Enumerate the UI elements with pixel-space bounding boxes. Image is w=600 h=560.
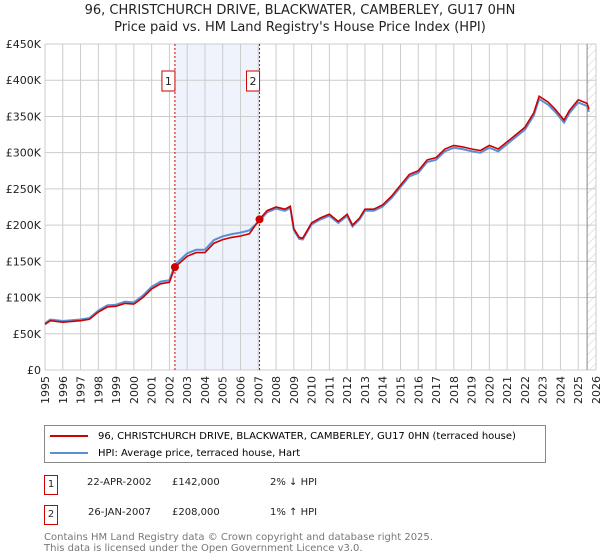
x-tick-label: 2001: [146, 376, 159, 404]
transaction-row: 2 26-JAN-2007 £208,000 1% ↑ HPI: [44, 505, 544, 525]
x-tick-label: 2021: [501, 376, 514, 404]
chart-subtitle: Price paid vs. HM Land Registry's House …: [114, 20, 486, 35]
y-tick-label: £200K: [6, 219, 42, 232]
x-tick-label: 2018: [448, 376, 461, 404]
x-tick-label: 1998: [92, 376, 105, 404]
sale-marker-box: [246, 70, 261, 92]
transaction-price: £142,000: [172, 477, 220, 488]
transaction-marker-badge: 1: [44, 475, 58, 495]
x-tick-label: 2020: [483, 376, 496, 404]
footer: Contains HM Land Registry data © Crown c…: [44, 532, 433, 554]
x-tick-label: 2007: [252, 376, 265, 404]
y-tick-label: £400K: [6, 74, 42, 87]
x-tick-label: 2015: [394, 376, 407, 404]
transaction-date: 26-JAN-2007: [88, 507, 152, 518]
transaction-hpi-diff: 2% ↓ HPI: [270, 477, 318, 488]
legend-swatch-hpi: [50, 452, 88, 454]
x-tick-label: 2017: [430, 376, 443, 404]
x-tick-label: 2024: [554, 376, 567, 404]
legend-item-hpi: HPI: Average price, terraced house, Hart: [45, 445, 300, 461]
sale-marker-box: [161, 70, 176, 92]
forecast-hatch: [587, 44, 596, 370]
y-tick-label: £350K: [6, 110, 42, 123]
sale-marker-number: 1: [165, 75, 172, 88]
x-tick-label: 2010: [306, 376, 319, 404]
x-tick-label: 1995: [39, 376, 52, 404]
y-tick-label: £450K: [6, 38, 42, 51]
x-tick-label: 2019: [466, 376, 479, 404]
transaction-marker-badge: 2: [44, 505, 58, 525]
y-tick-label: £250K: [6, 183, 42, 196]
x-tick-label: 2002: [163, 376, 176, 404]
x-tick-label: 2000: [128, 376, 141, 404]
transaction-price: £208,000: [172, 507, 220, 518]
chart-title: 96, CHRISTCHURCH DRIVE, BLACKWATER, CAMB…: [84, 3, 516, 18]
y-tick-label: £0: [27, 364, 41, 377]
x-tick-label: 2006: [235, 376, 248, 404]
x-tick-label: 2022: [519, 376, 532, 404]
legend-item-property: 96, CHRISTCHURCH DRIVE, BLACKWATER, CAMB…: [45, 428, 516, 444]
x-tick-label: 2016: [412, 376, 425, 404]
property-price-line: [44, 94, 590, 326]
x-tick-label: 2003: [181, 376, 194, 404]
legend-label-property: 96, CHRISTCHURCH DRIVE, BLACKWATER, CAMB…: [98, 430, 516, 442]
x-tick-label: 2009: [288, 376, 301, 404]
x-tick-label: 2023: [537, 376, 550, 404]
transaction-row: 1 22-APR-2002 £142,000 2% ↓ HPI: [44, 475, 544, 495]
footer-licence: This data is licensed under the Open Gov…: [44, 543, 363, 554]
sale-marker-number: 2: [250, 75, 257, 88]
transaction-hpi-diff: 1% ↑ HPI: [270, 507, 318, 518]
y-tick-label: £50K: [13, 328, 42, 341]
legend-swatch-property: [50, 435, 88, 437]
hpi-line: [44, 97, 590, 325]
price-chart: £0 £50K £100K £150K £200K £250K £300K £350K £400…: [6, 38, 600, 404]
x-tick-label: 2005: [217, 376, 230, 404]
y-tick-label: £100K: [6, 292, 42, 305]
x-tick-label: 2026: [590, 376, 600, 404]
transaction-date: 22-APR-2002: [87, 477, 152, 488]
x-tick-label: 1999: [110, 376, 123, 404]
x-tick-label: 1996: [57, 376, 70, 404]
legend-label-hpi: HPI: Average price, terraced house, Hart: [98, 447, 301, 459]
footer-copyright: Contains HM Land Registry data © Crown c…: [44, 532, 433, 543]
x-tick-label: 2013: [359, 376, 372, 404]
sale-period-shade: [174, 44, 260, 370]
sale-point: [170, 263, 179, 272]
y-tick-label: £150K: [6, 255, 42, 268]
x-tick-label: 2008: [270, 376, 283, 404]
x-tick-label: 2012: [341, 376, 354, 404]
y-tick-label: £300K: [6, 147, 42, 160]
x-tick-label: 2011: [323, 376, 336, 404]
x-tick-label: 2025: [572, 376, 585, 404]
x-tick-label: 1997: [75, 376, 88, 404]
legend: 96, CHRISTCHURCH DRIVE, BLACKWATER, CAMB…: [44, 425, 546, 463]
x-tick-label: 2004: [199, 376, 212, 404]
x-tick-label: 2014: [377, 376, 390, 404]
sale-point: [255, 215, 264, 224]
